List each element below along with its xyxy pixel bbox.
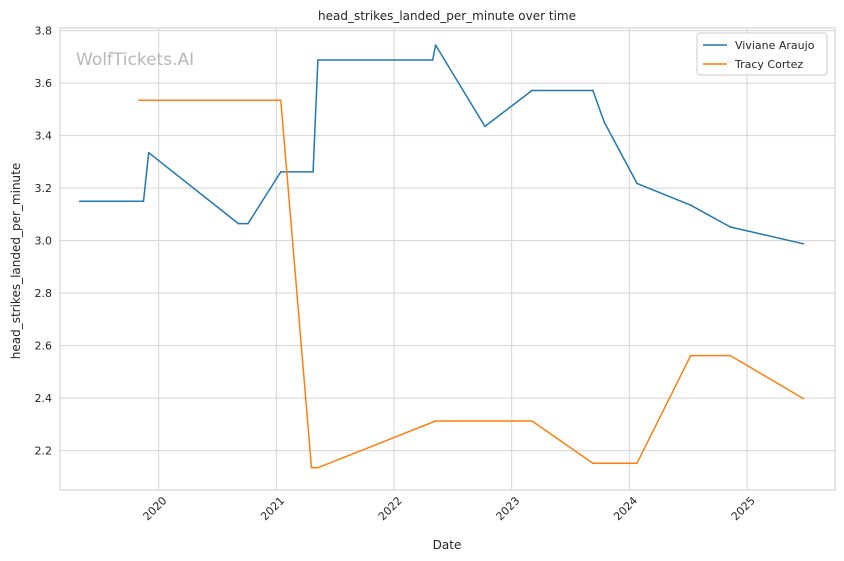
- y-tick-label: 2.4: [35, 392, 53, 405]
- x-tick-label: 2023: [494, 494, 523, 523]
- data-point-viviane-araujo: [689, 204, 692, 206]
- data-point-tracy-cortez: [280, 99, 282, 101]
- data-point-viviane-araujo: [729, 226, 732, 228]
- y-tick-label: 2.6: [35, 340, 53, 353]
- series-lines: [78, 44, 805, 469]
- data-point-tracy-cortez: [310, 466, 313, 469]
- legend: Viviane Araujo Tracy Cortez: [696, 32, 828, 76]
- data-point-tracy-cortez: [689, 354, 692, 357]
- x-tick-label: 2025: [729, 494, 758, 523]
- y-tick-label: 3.6: [35, 77, 53, 90]
- data-point-tracy-cortez: [138, 99, 140, 101]
- plot-frame: [59, 27, 836, 491]
- y-tick-label: 3.4: [35, 130, 53, 143]
- legend-box: [696, 32, 828, 76]
- data-point-tracy-cortez: [592, 462, 594, 465]
- data-point-tracy-cortez: [434, 420, 437, 422]
- chart-title: head_strikes_landed_per_minute over time: [318, 9, 576, 23]
- data-point-tracy-cortez: [317, 466, 319, 469]
- series-line-tracy-cortez: [139, 99, 804, 469]
- data-point-tracy-cortez: [636, 462, 638, 465]
- axis-ticks: 2.2 2.4 2.6 2.8 3.0 3.2 3.4 3.6 3.8 2020 2021 2022 2…: [35, 25, 758, 524]
- data-point-viviane-araujo: [636, 182, 638, 185]
- data-point-viviane-araujo: [802, 242, 805, 245]
- data-point-viviane-araujo: [434, 44, 437, 46]
- y-axis-label: head_strikes_landed_per_minute: [9, 163, 23, 360]
- data-point-viviane-araujo: [237, 222, 240, 225]
- data-point-tracy-cortez: [729, 354, 732, 357]
- data-point-viviane-araujo: [312, 171, 314, 173]
- data-point-viviane-araujo: [431, 59, 434, 61]
- data-point-viviane-araujo: [142, 200, 145, 203]
- grid: [60, 28, 835, 490]
- data-point-tracy-cortez: [802, 397, 805, 400]
- x-tick-label: 2020: [141, 494, 170, 523]
- data-point-viviane-araujo: [78, 200, 81, 203]
- x-axis-label: Date: [433, 538, 462, 552]
- data-point-viviane-araujo: [280, 171, 282, 173]
- legend-label-tracy-cortez: Tracy Cortez: [734, 58, 803, 71]
- data-point-viviane-araujo: [531, 89, 533, 92]
- x-tick-label: 2021: [258, 494, 287, 523]
- data-point-viviane-araujo: [317, 59, 319, 61]
- y-tick-label: 3.0: [35, 235, 53, 248]
- data-point-viviane-araujo: [603, 121, 605, 123]
- data-point-tracy-cortez: [531, 420, 533, 422]
- y-tick-label: 2.8: [35, 287, 53, 300]
- series-line-viviane-araujo: [79, 44, 804, 245]
- data-point-viviane-araujo: [247, 222, 249, 225]
- legend-label-viviane-araujo: Viviane Araujo: [735, 39, 815, 52]
- data-point-viviane-araujo: [592, 89, 594, 92]
- y-tick-label: 3.8: [35, 25, 53, 38]
- x-tick-label: 2024: [611, 494, 640, 523]
- data-point-viviane-araujo: [147, 151, 150, 154]
- y-tick-label: 2.2: [35, 445, 53, 458]
- watermark: WolfTickets.AI: [76, 50, 194, 70]
- y-tick-label: 3.2: [35, 182, 53, 195]
- data-point-viviane-araujo: [484, 125, 486, 128]
- x-tick-label: 2022: [376, 494, 405, 523]
